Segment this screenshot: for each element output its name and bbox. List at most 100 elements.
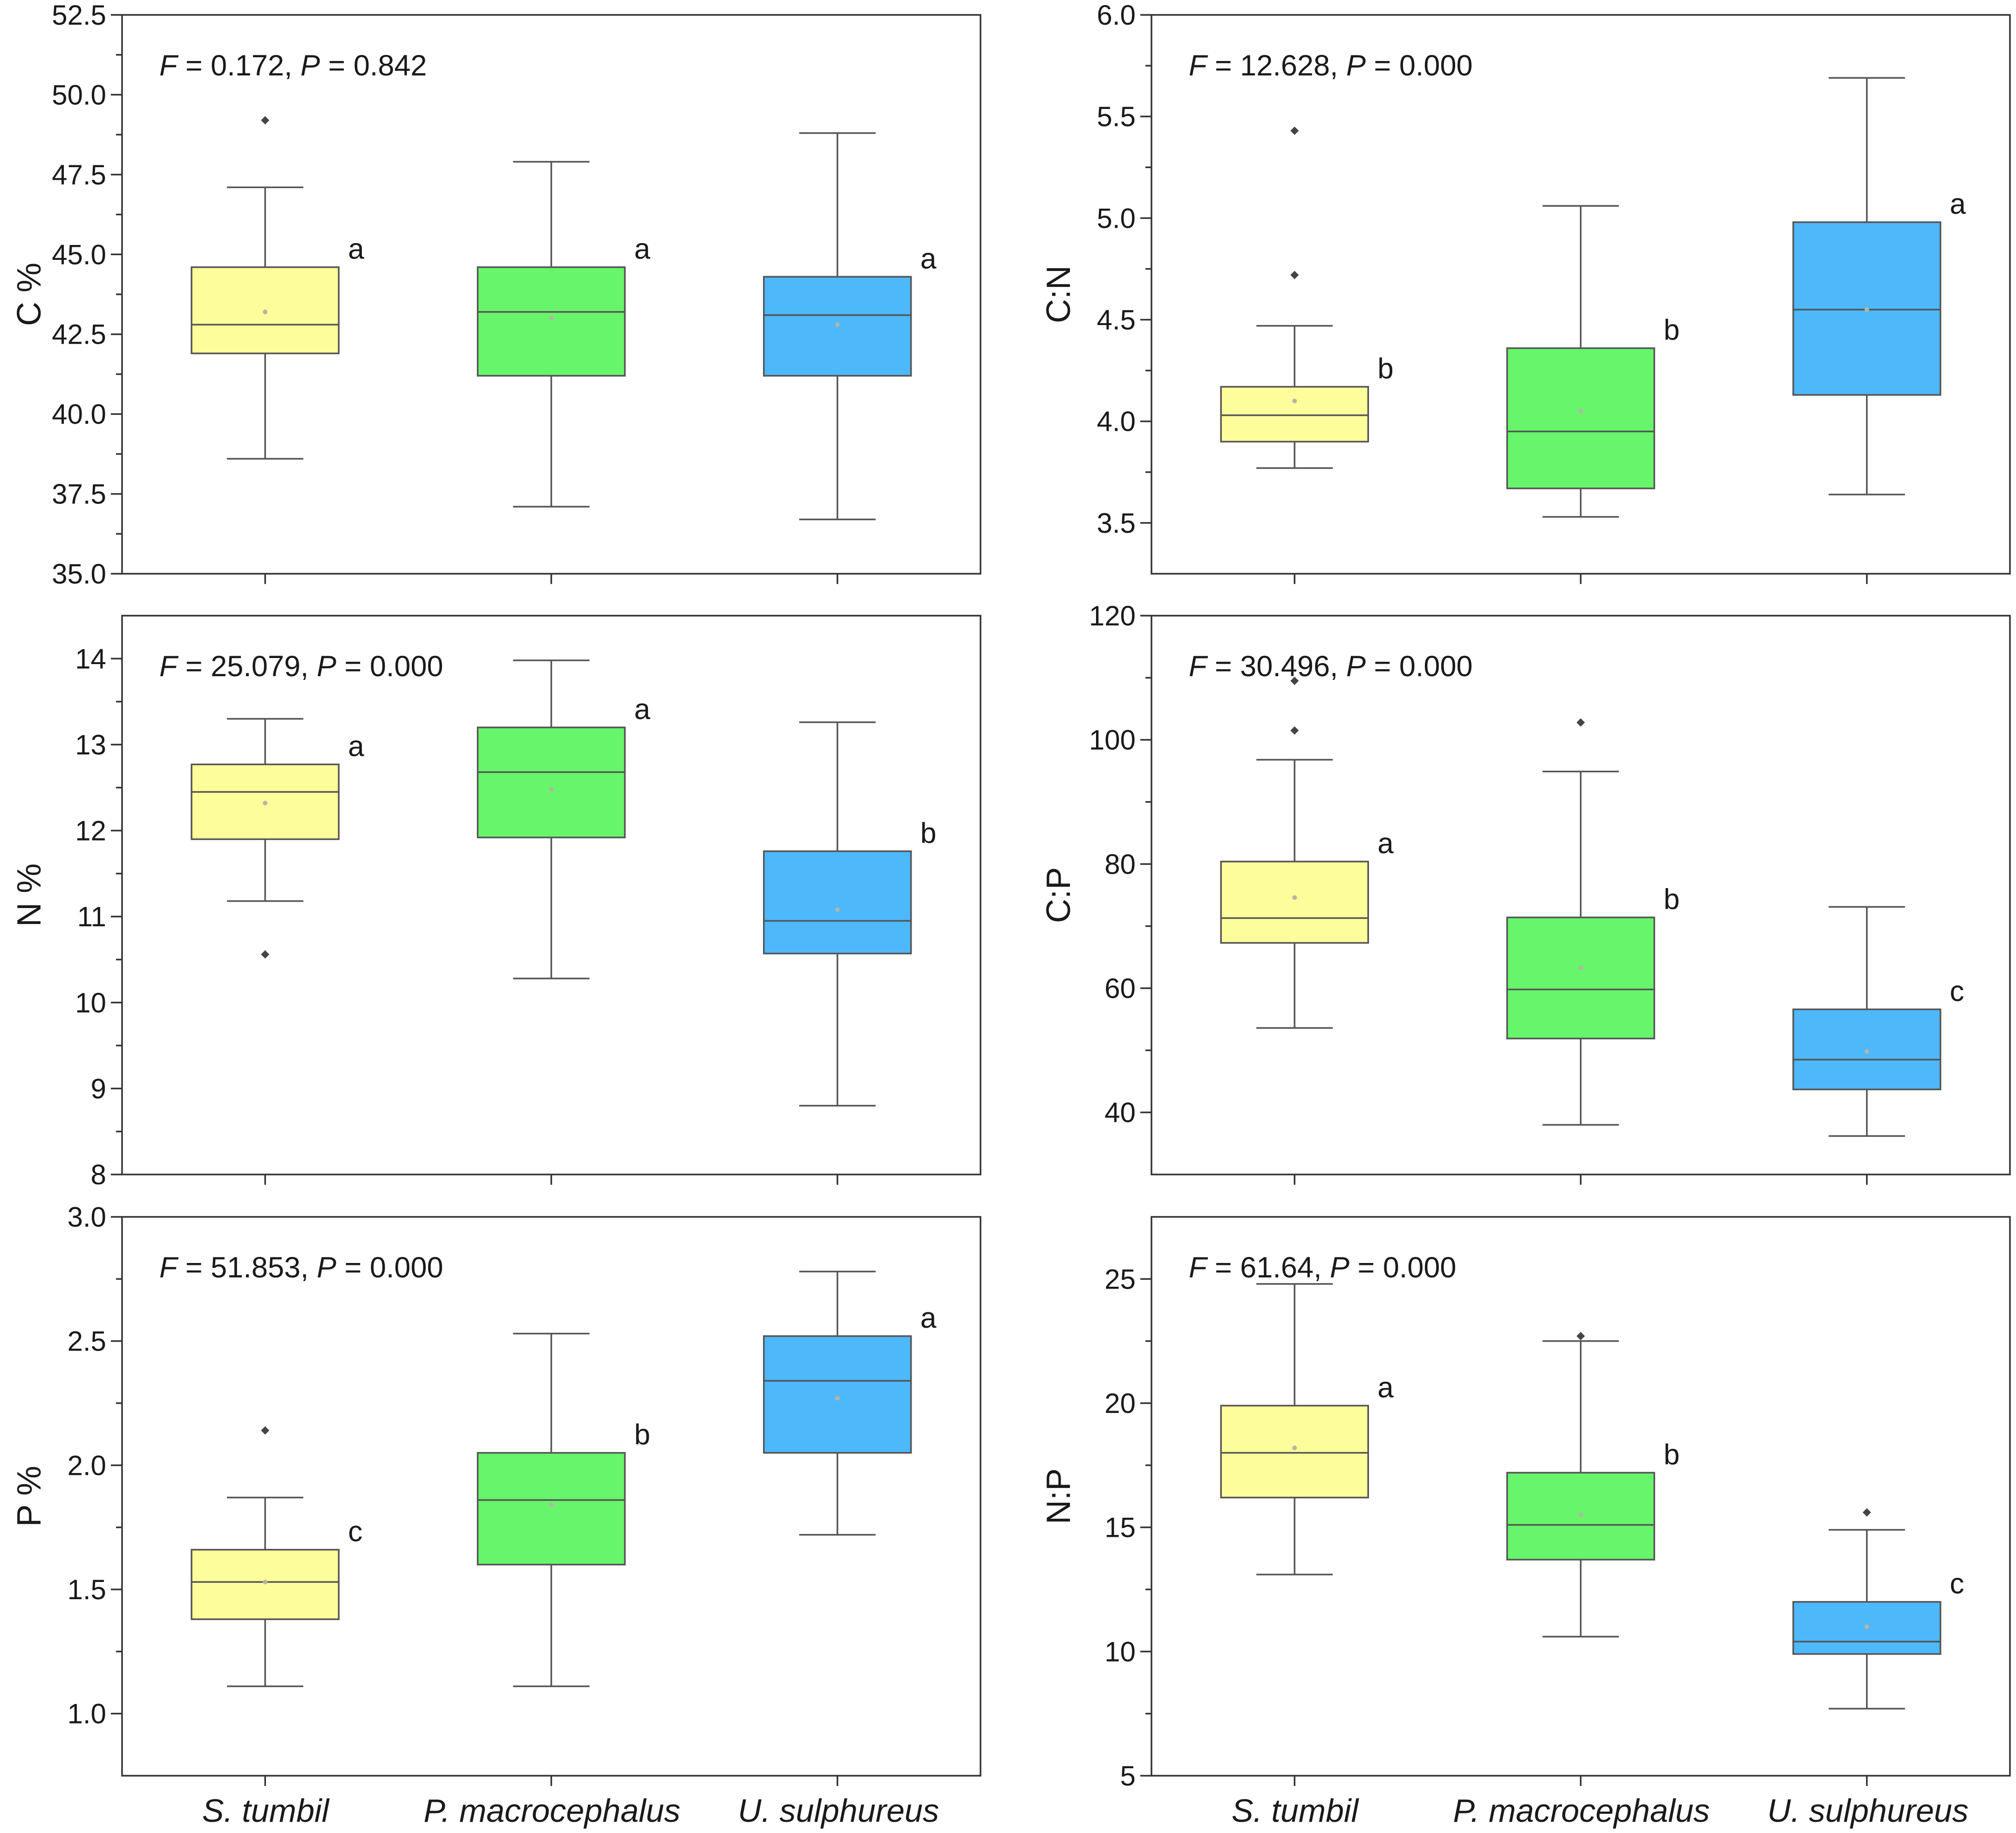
stat-f-value: 12.628 [1240, 49, 1330, 82]
y-tick-label: 60 [1104, 973, 1136, 1004]
y-tick-label: 5.0 [1097, 203, 1136, 234]
box-group: a [191, 116, 364, 460]
y-tick-label: 2.0 [68, 1450, 106, 1481]
y-tick-label: 100 [1089, 725, 1136, 756]
stat-separator: , [1330, 650, 1346, 683]
mean-point [1292, 399, 1297, 404]
stat-p-equals: = [336, 650, 370, 683]
stat-p-symbol: P [1346, 650, 1366, 683]
y-axis-label: C:N [1040, 265, 1077, 323]
stat-p-symbol: P [300, 49, 320, 82]
y-tick-label: 2.5 [68, 1326, 106, 1357]
box-group: b [1506, 1332, 1680, 1638]
significance-letter: b [1664, 1439, 1680, 1471]
y-axis-label: N:P [1040, 1468, 1077, 1524]
outlier-point [261, 1426, 270, 1435]
stat-separator: , [1314, 1251, 1330, 1284]
stat-f-equals: = [177, 49, 211, 82]
stat-separator: , [300, 1251, 317, 1284]
significance-letter: b [1664, 883, 1680, 916]
y-tick-label: 1.0 [68, 1698, 106, 1730]
outlier-point [1862, 1508, 1871, 1517]
stat-f-value: 25.079 [211, 650, 300, 683]
stat-p-equals: = [1349, 1251, 1383, 1284]
category-label: P. macrocephalus [1453, 1792, 1710, 1829]
mean-point [263, 801, 268, 806]
mean-point [263, 309, 268, 314]
mean-point [549, 316, 554, 321]
significance-letter: a [920, 1302, 937, 1334]
significance-letter: b [1664, 314, 1680, 346]
panel-c-n-ratio: 3.5 4.0 4.5 5.0 5.5 6.0 C:N F = 12.628, P = 0.0… [1040, 0, 2011, 584]
iqr-box [1220, 861, 1369, 944]
y-axis-label: C:P [1040, 867, 1077, 923]
y-tick-label: 45.0 [52, 239, 106, 270]
stat-p-equals: = [1366, 650, 1399, 683]
y-tick-label: 47.5 [52, 159, 106, 190]
y-axis-label: P % [11, 1466, 48, 1527]
stat-p-value: 0.000 [370, 1251, 443, 1284]
y-tick-label: 9 [91, 1073, 106, 1104]
box-group: b [763, 721, 936, 1107]
stat-f-equals: = [1206, 1251, 1240, 1284]
category-axis-right: S. tumbil P. macrocephalus U. sulphureus [1232, 1792, 1968, 1829]
anova-statistic: F = 0.172, P = 0.842 [159, 49, 427, 82]
mean-point [835, 1396, 840, 1401]
stat-separator: , [284, 49, 300, 82]
mean-point [1578, 965, 1583, 970]
outlier-point [1576, 1332, 1585, 1340]
anova-statistic: F = 12.628, P = 0.000 [1189, 49, 1473, 82]
mean-point [1864, 307, 1869, 312]
significance-letter: b [1377, 353, 1393, 385]
box-group: a [1220, 1283, 1394, 1575]
stat-f-equals: = [177, 650, 211, 683]
y-tick-label: 120 [1089, 600, 1136, 631]
box-group: b [1506, 205, 1680, 518]
category-label: S. tumbil [1232, 1792, 1360, 1829]
stat-p-symbol: P [317, 1251, 336, 1284]
significance-letter: a [634, 693, 651, 726]
iqr-box [1506, 916, 1655, 1039]
box-group: c [1792, 906, 1964, 1137]
outlier-point [1290, 126, 1299, 135]
y-tick-label: 13 [75, 729, 106, 760]
y-tick-label: 6.0 [1097, 0, 1136, 31]
mean-point [1864, 1049, 1869, 1054]
stat-f-equals: = [1206, 650, 1240, 683]
outlier-point [1576, 718, 1585, 727]
mean-point [549, 787, 554, 792]
category-label: P. macrocephalus [423, 1792, 680, 1829]
y-tick-label: 50.0 [52, 79, 106, 110]
iqr-box [477, 726, 626, 839]
y-tick-label: 20 [1104, 1388, 1136, 1419]
iqr-box [1220, 386, 1369, 443]
stat-f-symbol: F [1189, 650, 1208, 683]
box-group: a [763, 132, 937, 521]
significance-letter: a [634, 233, 651, 265]
box-group: b [1506, 718, 1680, 1126]
y-tick-label: 3.5 [1097, 508, 1136, 539]
stat-f-symbol: F [159, 1251, 179, 1284]
anova-statistic: F = 30.496, P = 0.000 [1189, 650, 1473, 683]
mean-point [1578, 1513, 1583, 1517]
outlier-point [1290, 726, 1299, 735]
y-axis-label: N % [11, 863, 48, 927]
mean-point [1292, 1446, 1297, 1450]
stat-p-symbol: P [1346, 49, 1366, 82]
box-group: c [1792, 1508, 1964, 1710]
stat-f-equals: = [1206, 49, 1240, 82]
stat-p-value: 0.000 [1383, 1251, 1457, 1284]
stat-f-value: 0.172 [211, 49, 284, 82]
significance-letter: b [634, 1419, 650, 1451]
outlier-point [261, 116, 270, 125]
y-tick-label: 35.0 [52, 558, 106, 590]
outlier-point [1290, 271, 1299, 279]
stat-f-value: 51.853 [211, 1251, 300, 1284]
box-group: a [1220, 677, 1394, 1029]
box-group: b [477, 1332, 650, 1687]
outlier-point [261, 950, 270, 959]
box-group: a [763, 1270, 937, 1536]
y-tick-label: 15 [1104, 1512, 1136, 1543]
y-tick-label: 4.5 [1097, 305, 1136, 336]
